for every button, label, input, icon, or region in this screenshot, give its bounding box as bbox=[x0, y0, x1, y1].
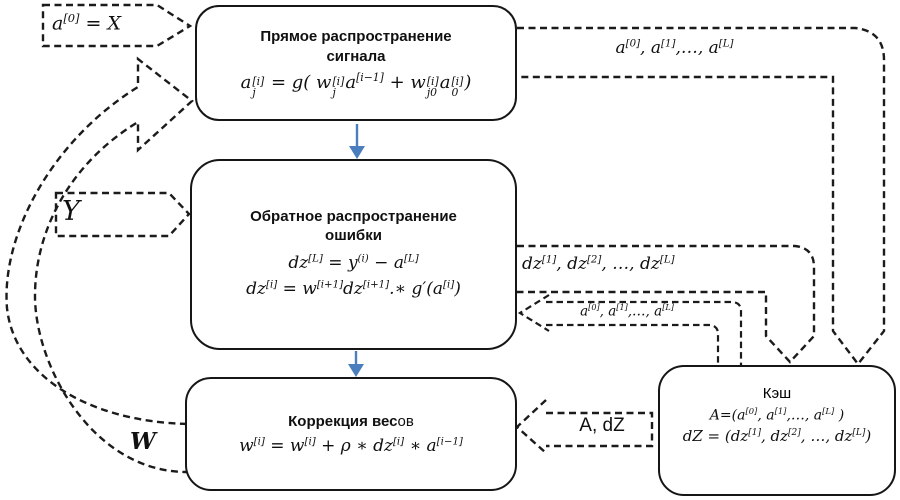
cache-title: Кэш bbox=[762, 385, 792, 402]
arrow-forward-to-backward-icon bbox=[349, 124, 365, 159]
forward-propagation-box: Прямое распространение сигнала a [i] j = g… bbox=[195, 5, 517, 121]
adz-from-cache-label: A, dZ bbox=[579, 415, 625, 436]
input-x-arrow-shape bbox=[41, 3, 193, 48]
edge-a-from-cache bbox=[517, 294, 743, 366]
weight-title-bold-part: Коррекция вес bbox=[288, 413, 398, 431]
weight-correction-formula: w[i] = w[i] + ρ ∗ dz[i] ∗ a[i−1] bbox=[239, 435, 463, 456]
edge-adz-from-cache bbox=[515, 399, 654, 454]
edge-w-feedback bbox=[5, 56, 194, 474]
weight-correction-box: Коррекция весов w[i] = w[i] + ρ ∗ dz[i] … bbox=[185, 377, 517, 491]
a-to-cache-label: a[0], a[1],…, a[L] bbox=[615, 38, 734, 58]
arrow-backward-to-weights-icon bbox=[348, 351, 364, 377]
backpropagation-formula-1: dz[L] = y(i) − a[L] bbox=[288, 252, 419, 273]
cache-box: Кэш A=(a[0], a[1],…, a[L] ) dZ = (dz[1],… bbox=[658, 365, 896, 496]
backward-title-line1: Обратное распространение bbox=[250, 207, 457, 225]
a-from-cache-label: a[0], a[1],…, a[L] bbox=[580, 302, 674, 320]
weight-correction-title: Коррекция весов bbox=[288, 412, 414, 432]
w-feedback-label: W bbox=[130, 428, 156, 455]
backpropagation-title: Обратное распространение ошибки bbox=[250, 207, 457, 246]
backpropagation-box: Обратное распространение ошибки dz[L] = … bbox=[190, 159, 517, 350]
weight-title-regular-part: ов bbox=[397, 413, 414, 431]
input-y-arrow-shape bbox=[54, 191, 191, 238]
backward-title-line2: ошибки bbox=[325, 227, 382, 245]
dz-to-cache-label: dz[1], dz[2], …, dz[L] bbox=[522, 254, 675, 274]
cache-line-dz: dZ = (dz[1], dz[2], …, dz[L]) bbox=[682, 426, 872, 445]
backpropagation-formula-2: dz[i] = w[i+1]dz[i+1].∗ g′(a[i]) bbox=[246, 279, 461, 299]
forward-propagation-title: Прямое распространение сигнала bbox=[260, 27, 451, 66]
input-y-label: Y bbox=[62, 196, 80, 227]
edge-dz-to-cache bbox=[517, 244, 816, 364]
edge-a-to-cache bbox=[517, 26, 886, 366]
forward-title-line1: Прямое распространение bbox=[260, 28, 452, 46]
forward-title-line2: сигнала bbox=[326, 47, 386, 65]
input-x-label: a[0] = X bbox=[52, 11, 121, 35]
cache-line-a: A=(a[0], a[1],…, a[L] ) bbox=[709, 405, 845, 424]
forward-propagation-formula: a [i] j = g( w [i] j a[i−1] + w [i] j0 a [i] 0) bbox=[240, 71, 472, 100]
